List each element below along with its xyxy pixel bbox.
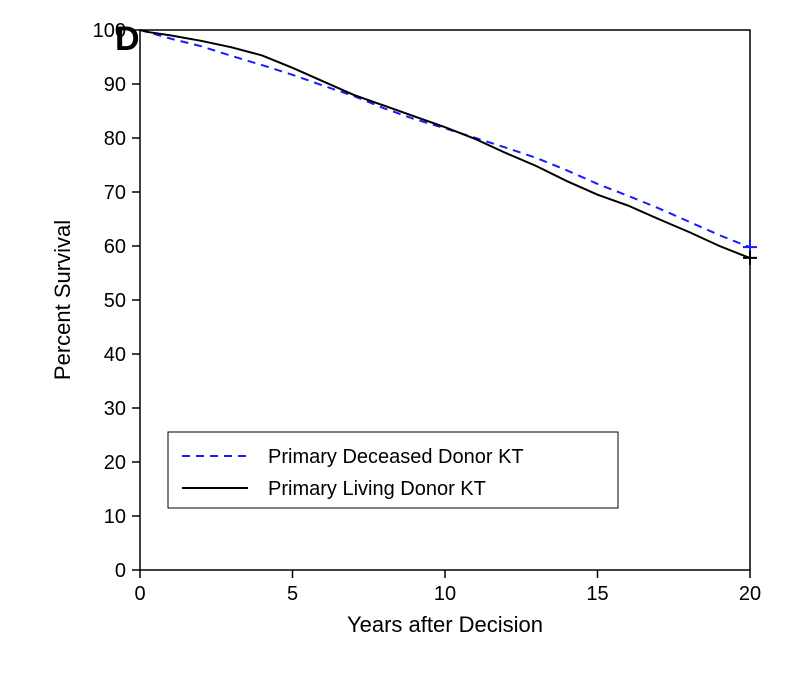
legend: Primary Deceased Donor KT Primary Living … <box>168 432 618 508</box>
y-tick-label: 100 <box>93 20 126 42</box>
x-tick-label: 0 <box>134 583 145 605</box>
y-tick-label: 10 <box>104 506 126 528</box>
legend-label-1: Primary Living Donor KT <box>268 478 486 500</box>
y-tick-label: 80 <box>104 128 126 150</box>
y-tick-label: 20 <box>104 452 126 474</box>
x-tick-label: 20 <box>739 583 761 605</box>
x-tick-label: 5 <box>287 583 298 605</box>
x-axis-title: Years after Decision <box>347 612 543 637</box>
y-tick-label: 0 <box>115 560 126 582</box>
y-tick-label: 90 <box>104 74 126 96</box>
x-tick-label: 10 <box>434 583 456 605</box>
x-tick-label: 15 <box>586 583 608 605</box>
y-tick-label: 60 <box>104 236 126 258</box>
legend-label-0: Primary Deceased Donor KT <box>268 446 524 468</box>
y-tick-label: 50 <box>104 290 126 312</box>
y-tick-label: 40 <box>104 344 126 366</box>
y-tick-label: 30 <box>104 398 126 420</box>
survival-chart: D 05101520 0102030405060708090100 Primar… <box>0 0 800 678</box>
y-axis-title: Percent Survival <box>50 220 75 380</box>
y-tick-label: 70 <box>104 182 126 204</box>
